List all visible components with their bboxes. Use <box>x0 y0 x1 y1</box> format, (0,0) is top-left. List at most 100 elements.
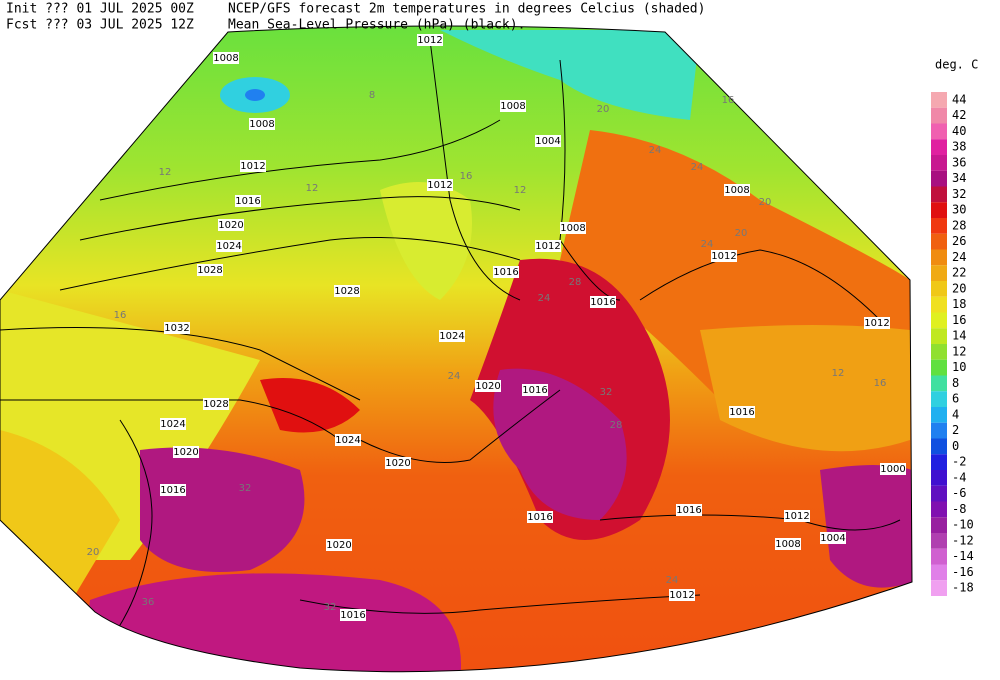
isobar-label: 1016 <box>590 297 615 308</box>
isobar-label: 1024 <box>160 419 185 430</box>
isobar-label-box <box>240 160 266 172</box>
isobar-label-box <box>160 484 186 496</box>
isobar-label-box <box>784 510 810 522</box>
legend-swatch <box>931 391 947 407</box>
legend-label: 0 <box>952 439 959 453</box>
legend-swatch <box>931 92 947 108</box>
legend-swatch <box>931 485 947 502</box>
isobar-label: 1012 <box>240 161 265 172</box>
temperature-label: 8 <box>369 90 375 101</box>
isobar-label-box <box>711 250 737 262</box>
isobar-label-box <box>560 222 586 234</box>
legend-swatch <box>931 233 947 250</box>
legend-label: 24 <box>952 250 966 264</box>
isobar-label-box <box>439 330 465 342</box>
isobar-label: 1020 <box>173 447 198 458</box>
temperature-label: 20 <box>759 197 772 208</box>
legend-swatch <box>931 344 947 360</box>
isobar-label: 1016 <box>527 512 552 523</box>
temperature-label: 20 <box>597 104 610 115</box>
isobar-label-box <box>340 609 366 621</box>
legend-swatch <box>931 312 947 329</box>
legend-swatch <box>931 564 947 581</box>
legend-swatch <box>931 202 947 218</box>
temperature-label: 28 <box>610 420 623 431</box>
title-line: NCEP/GFS forecast 2m temperatures in deg… <box>228 2 705 17</box>
legend-label: -16 <box>952 565 974 579</box>
isobar-label: 1008 <box>775 539 800 550</box>
isobar-label-box <box>385 457 411 469</box>
legend-label: 2 <box>952 423 959 437</box>
isobar-label-box <box>880 463 906 475</box>
legend-swatch <box>931 407 947 423</box>
temperature-label: 24 <box>701 239 714 250</box>
isobar-label: 1028 <box>197 265 222 276</box>
temperature-label: 24 <box>538 293 551 304</box>
temperature-label: 12 <box>159 167 172 178</box>
legend-swatch <box>931 123 947 140</box>
temperature-label: 12 <box>514 185 527 196</box>
isobar-label: 1000 <box>880 464 905 475</box>
legend-label: 8 <box>952 376 959 390</box>
legend-label: 34 <box>952 171 966 185</box>
isobar-label: 1012 <box>427 180 452 191</box>
isobar-label-box <box>213 52 239 64</box>
temperature-label: 28 <box>569 277 582 288</box>
legend-swatch <box>931 422 947 439</box>
legend-label: 18 <box>952 297 966 311</box>
temperature-label: 16 <box>460 171 473 182</box>
isobar-label-box <box>173 446 199 458</box>
isobar-label: 1020 <box>385 458 410 469</box>
isobar-label: 1008 <box>560 223 585 234</box>
map-labels: 1012100810081008100410121012101610201024… <box>87 34 906 621</box>
isobar-label: 1016 <box>160 485 185 496</box>
legend-swatch <box>931 155 947 171</box>
temperature-label: 20 <box>87 547 100 558</box>
legend-label: 16 <box>952 313 966 327</box>
isobar-label: 1012 <box>417 35 442 46</box>
legend-swatch <box>931 265 947 281</box>
isobar-label-box <box>669 589 695 601</box>
isobar-label: 1004 <box>820 533 845 544</box>
isobar-label: 1016 <box>493 267 518 278</box>
legend-label: 14 <box>952 329 966 343</box>
isobar-label-box <box>164 322 190 334</box>
map-border <box>0 25 913 673</box>
legend-label: 4 <box>952 407 959 421</box>
fcst-label: Fcst ??? 03 JUL 2025 12Z <box>6 18 194 33</box>
isobar-label: 1012 <box>784 511 809 522</box>
legend-label: -18 <box>952 581 974 595</box>
isobar-label: 1020 <box>326 540 351 551</box>
init-label: Init ??? 01 JUL 2025 00Z <box>6 2 194 17</box>
isobar-label: 1012 <box>711 251 736 262</box>
isobar-label: 1016 <box>235 196 260 207</box>
isobar-label: 1004 <box>535 136 560 147</box>
legend-swatch <box>931 438 947 455</box>
legend-label: 26 <box>952 234 966 248</box>
legend-label: 6 <box>952 392 959 406</box>
legend-swatch <box>931 517 947 533</box>
legend-swatch <box>931 139 947 155</box>
isobar-label-box <box>500 100 526 112</box>
isobar-label-box <box>475 380 501 392</box>
isobar-label-box <box>729 406 755 418</box>
isobar-label: 1028 <box>203 399 228 410</box>
legend-swatch <box>931 249 947 266</box>
isobar-label-box <box>590 296 616 308</box>
isobar-label-box <box>197 264 223 276</box>
temperature-label: 24 <box>448 371 461 382</box>
legend-label: 28 <box>952 218 966 232</box>
isobar-label-box <box>218 219 244 231</box>
isobar-label-box <box>235 195 261 207</box>
legend-label: -8 <box>952 502 966 516</box>
legend-swatch <box>931 580 947 596</box>
temperature-label: 32 <box>324 602 337 613</box>
temperature-label: 20 <box>735 228 748 239</box>
isobar-label-box <box>724 184 750 196</box>
legend-swatch <box>931 296 947 313</box>
temperature-label: 36 <box>142 597 155 608</box>
legend-swatch <box>931 107 947 124</box>
isobar-label-box <box>203 398 229 410</box>
isobar-label: 1020 <box>218 220 243 231</box>
legend-label: 42 <box>952 108 966 122</box>
